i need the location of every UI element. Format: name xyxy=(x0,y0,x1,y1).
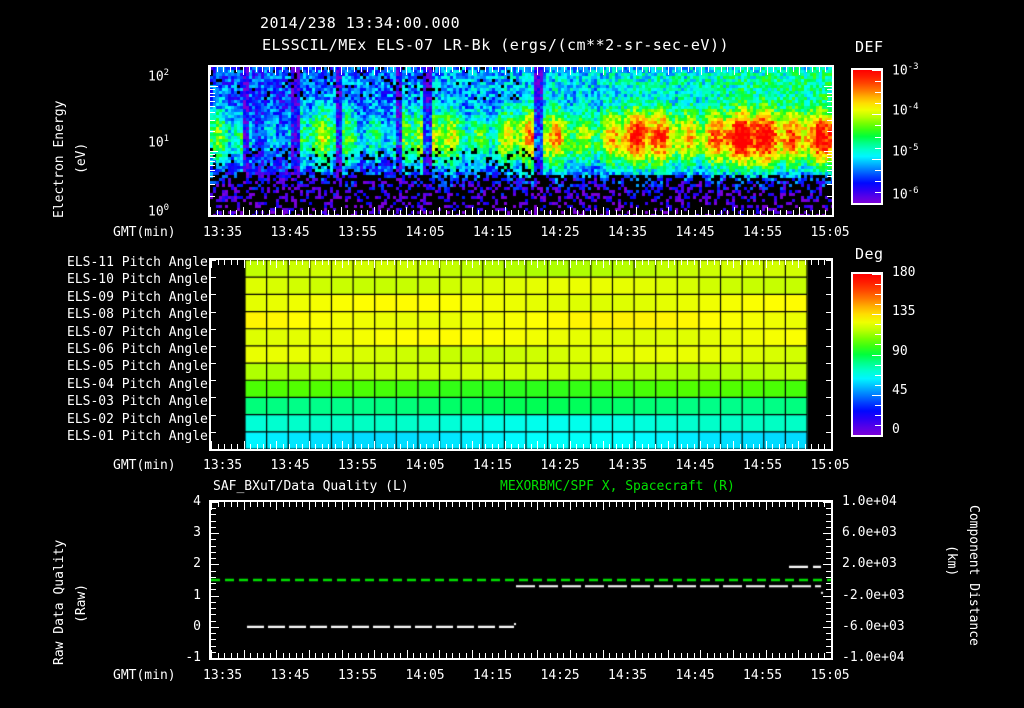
xtick-label: 14:35 xyxy=(608,668,648,683)
header-subtitle: ELSSCIL/MEx ELS-07 LR-Bk (ergs/(cm**2-sr… xyxy=(262,36,730,54)
def-colorbar-tick-3: 10-6 xyxy=(892,186,919,203)
xtick-label: 14:35 xyxy=(608,225,648,240)
def-colorbar-tick-2: 10-5 xyxy=(892,143,919,160)
xtick-label: 14:45 xyxy=(675,225,715,240)
xtick-label: 14:55 xyxy=(743,458,783,473)
xtick-label: 14:15 xyxy=(473,225,513,240)
pitch-angle-row-label: ELS-03 Pitch Angle xyxy=(67,394,208,410)
pitch-angle-row-label: ELS-06 Pitch Angle xyxy=(67,342,208,357)
top-ytick-1e1: 101 xyxy=(148,134,170,151)
pitch-angle-row-label: ELS-11 Pitch Angle xyxy=(67,255,208,270)
bottom-left-ytick: 0 xyxy=(193,618,201,634)
bottom-right-ytick: -2.0e+03 xyxy=(842,587,905,603)
deg-colorbar-tick-3: 45 xyxy=(892,382,908,398)
xtick-label: 13:45 xyxy=(270,225,310,240)
xtick-label: 14:15 xyxy=(473,668,513,683)
def-colorbar-title: DEF xyxy=(855,38,884,56)
bottom-right-ytick: -1.0e+04 xyxy=(842,650,905,665)
bottom-left-ytick: -1 xyxy=(185,650,201,665)
spectrogram-panel[interactable] xyxy=(208,65,834,217)
pitch-angle-row-label: ELS-02 Pitch Angle xyxy=(67,411,208,427)
bottom-right-ytick: -6.0e+03 xyxy=(842,618,905,634)
top-xaxis-label: GMT(min) xyxy=(113,225,176,240)
bottom-ylabel-right-units: (km) xyxy=(944,545,959,577)
xtick-label: 13:35 xyxy=(203,668,243,683)
xtick-label: 14:25 xyxy=(540,225,580,240)
xtick-label: 14:55 xyxy=(743,668,783,683)
xtick-label: 14:15 xyxy=(473,458,513,473)
pitch-angle-row-label: ELS-10 Pitch Angle xyxy=(67,272,208,288)
xtick-label: 14:35 xyxy=(608,458,648,473)
bottom-left-ytick: 2 xyxy=(193,556,201,572)
deg-colorbar-tick-4: 0 xyxy=(892,422,900,437)
xtick-label: 13:55 xyxy=(338,225,378,240)
xtick-label: 14:05 xyxy=(405,458,445,473)
top-ytick-1e2: 102 xyxy=(148,68,170,85)
pitch-angle-row-label: ELS-09 Pitch Angle xyxy=(67,289,208,305)
def-colorbar-tick-1: 10-4 xyxy=(892,102,919,119)
bottom-right-ytick: 1.0e+04 xyxy=(842,494,897,509)
deg-colorbar-title: Deg xyxy=(855,245,884,263)
xtick-label: 13:45 xyxy=(270,668,310,683)
pitch-angle-row-label: ELS-01 Pitch Angle xyxy=(67,429,208,444)
bottom-right-ytick: 6.0e+03 xyxy=(842,525,897,541)
bottom-left-ytick: 3 xyxy=(193,525,201,541)
xtick-label: 14:05 xyxy=(405,668,445,683)
xtick-label: 14:55 xyxy=(743,225,783,240)
deg-colorbar-tick-0: 180 xyxy=(892,265,916,280)
top-panel-ylabel: Electron Energy xyxy=(52,100,67,218)
deg-colorbar-tick-1: 135 xyxy=(892,304,916,320)
xtick-label: 13:35 xyxy=(203,225,243,240)
deg-colorbar-ticks xyxy=(851,272,883,437)
data-quality-panel[interactable] xyxy=(209,500,833,660)
xtick-label: 14:45 xyxy=(675,668,715,683)
xtick-label: 15:05 xyxy=(810,225,850,240)
xtick-label: 14:05 xyxy=(405,225,445,240)
xtick-label: 14:45 xyxy=(675,458,715,473)
pitch-angle-panel[interactable] xyxy=(209,258,833,451)
def-colorbar-tick-0: 10-3 xyxy=(892,62,919,79)
bottom-xaxis-label: GMT(min) xyxy=(113,668,176,683)
top-panel-ylabel-units: (eV) xyxy=(74,142,89,174)
bottom-ylabel-right: Component Distance xyxy=(966,505,981,646)
bottom-ylabel-left-units: (Raw) xyxy=(74,583,89,623)
bottom-title-right: MEXORBMC/SPF X, Spacecraft (R) xyxy=(500,479,735,494)
xtick-label: 15:05 xyxy=(810,668,850,683)
xtick-label: 13:55 xyxy=(338,668,378,683)
bottom-left-ytick: 1 xyxy=(193,587,201,603)
header-datetime: 2014/238 13:34:00.000 xyxy=(260,14,461,32)
xtick-label: 13:45 xyxy=(270,458,310,473)
top-ytick-1e0: 100 xyxy=(148,203,170,220)
xtick-label: 13:35 xyxy=(203,458,243,473)
bottom-left-ytick: 4 xyxy=(193,494,201,509)
def-colorbar-ticks xyxy=(851,68,883,205)
xtick-label: 13:55 xyxy=(338,458,378,473)
pitch-angle-row-label: ELS-07 Pitch Angle xyxy=(67,324,208,340)
pitch-angle-row-label: ELS-08 Pitch Angle xyxy=(67,307,208,323)
pitch-angle-row-label: ELS-05 Pitch Angle xyxy=(67,359,208,375)
xtick-label: 15:05 xyxy=(810,458,850,473)
deg-colorbar-tick-2: 90 xyxy=(892,343,908,359)
bottom-ylabel-left: Raw Data Quality xyxy=(52,539,67,665)
mid-xaxis-label: GMT(min) xyxy=(113,458,176,473)
bottom-title-left: SAF_BXuT/Data Quality (L) xyxy=(213,479,409,494)
xtick-label: 14:25 xyxy=(540,458,580,473)
xtick-label: 14:25 xyxy=(540,668,580,683)
bottom-right-ytick: 2.0e+03 xyxy=(842,556,897,572)
pitch-angle-row-label: ELS-04 Pitch Angle xyxy=(67,376,208,392)
